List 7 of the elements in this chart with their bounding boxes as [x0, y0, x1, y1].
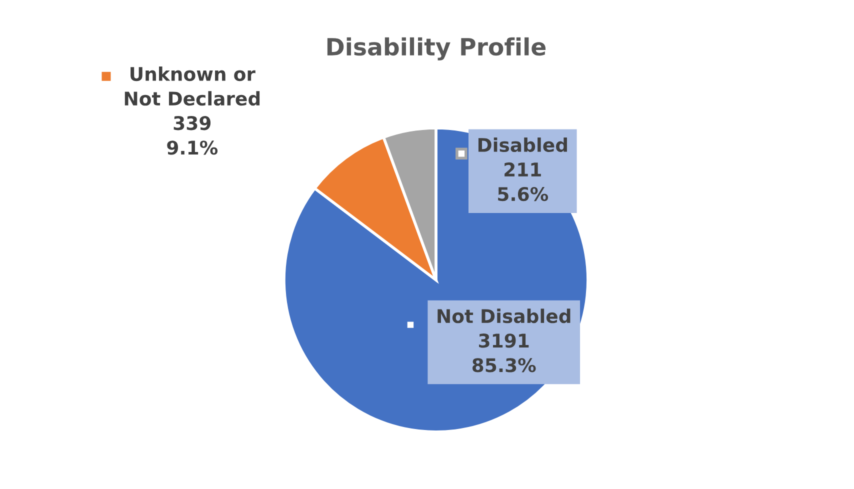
chart-title: Disability Profile [327, 37, 546, 60]
data-label: 339 9.1% [167, 116, 218, 155]
legend-label: Unknown or Not Declared [124, 66, 260, 106]
data-label: 211 5.6% [498, 162, 548, 202]
data-label: 3191 85.3% [472, 334, 536, 372]
legend-label: Not Disabled [438, 308, 570, 324]
legend-label: Disabled [478, 138, 567, 152]
